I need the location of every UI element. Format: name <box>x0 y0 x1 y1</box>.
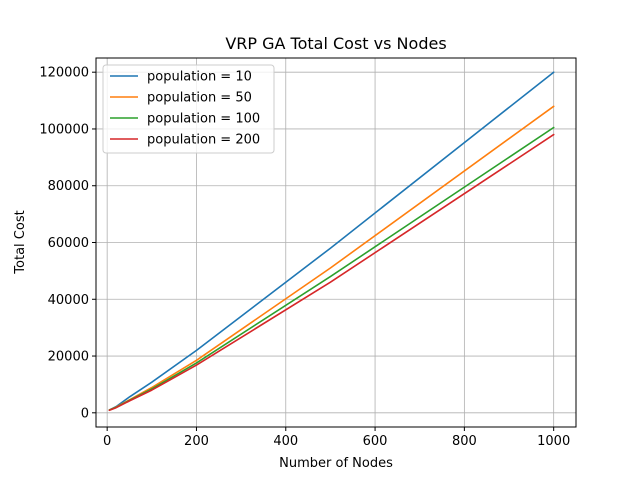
y-tick-label: 0 <box>81 406 89 421</box>
y-axis-label: Total Cost <box>13 210 28 274</box>
legend-label-3: population = 100 <box>147 112 260 127</box>
legend-box <box>102 64 275 154</box>
x-tick-label: 200 <box>184 434 209 449</box>
x-tick-label: 0 <box>103 434 111 449</box>
ticks: 0 200 400 600 800 1000 0 20000 40000 60000 80000 10… <box>39 66 570 449</box>
y-tick-label: 80000 <box>48 179 89 194</box>
legend: population = 10 population = 50 population… <box>102 64 275 154</box>
y-tick-label: 60000 <box>48 236 89 251</box>
y-tick-label: 120000 <box>39 66 89 81</box>
legend-label-2: population = 50 <box>147 91 252 106</box>
y-tick-label: 20000 <box>48 350 89 365</box>
legend-label-1: population = 10 <box>147 70 252 85</box>
x-tick-label: 400 <box>273 434 298 449</box>
x-tick-label: 1000 <box>537 434 570 449</box>
x-tick-label: 600 <box>363 434 388 449</box>
chart-title: VRP GA Total Cost vs Nodes <box>225 34 446 53</box>
y-tick-label: 100000 <box>39 122 89 137</box>
x-axis-label: Number of Nodes <box>279 456 393 471</box>
series-line-4 <box>108 133 555 412</box>
x-tick-label: 800 <box>452 434 477 449</box>
legend-label-4: population = 200 <box>147 133 260 148</box>
grid <box>96 58 576 427</box>
series-layer <box>108 71 555 412</box>
y-tick-label: 40000 <box>48 293 89 308</box>
